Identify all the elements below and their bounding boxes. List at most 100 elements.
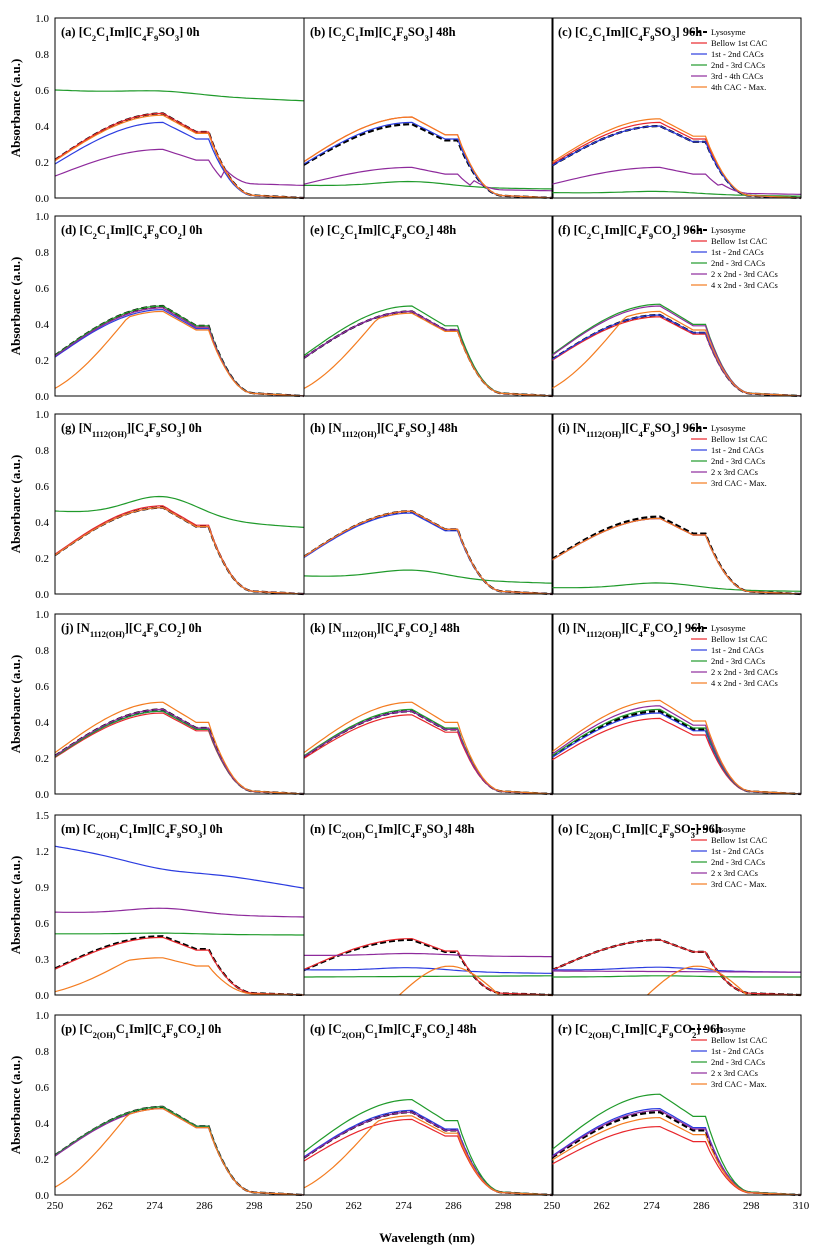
series-line	[551, 1111, 802, 1197]
y-axis-label: Absorbance (a.u.)	[8, 856, 23, 955]
legend-label: 2nd - 3rd CACs	[711, 1057, 765, 1067]
series-line	[55, 932, 304, 936]
x-tick-label: 250	[544, 1200, 561, 1212]
panel-title: (f) [C2C1Im][C4F9CO2] 96h	[558, 223, 703, 241]
y-tick-label: 0.4	[35, 517, 49, 529]
series-line	[551, 118, 802, 199]
y-tick-label: 0.0	[35, 391, 49, 403]
series-line	[551, 1116, 802, 1196]
plot-frame	[551, 814, 802, 996]
legend-label: 2nd - 3rd CACs	[711, 60, 765, 70]
x-tick-label: 286	[445, 1200, 462, 1212]
series-line	[303, 569, 554, 584]
series-line	[304, 952, 553, 958]
panel-title: (n) [C2(OH)C1Im][C4F9SO3] 48h	[310, 822, 475, 840]
series-line	[551, 303, 802, 397]
y-tick-label: 0.0	[35, 193, 49, 205]
x-tick-label: 274	[395, 1200, 412, 1212]
series-line	[54, 506, 305, 595]
series-line	[303, 938, 554, 997]
y-tick-label: 0.3	[35, 954, 49, 966]
y-tick-label: 0.4	[35, 717, 49, 729]
series-line	[303, 1109, 554, 1196]
series-line	[304, 975, 553, 978]
legend-label: Bellow 1st CAC	[711, 1035, 768, 1045]
legend-label: 2nd - 3rd CACs	[711, 258, 765, 268]
panel-d: (d) [C2C1Im][C4F9CO2] 0h	[54, 215, 305, 398]
legend-label: 2nd - 3rd CACs	[711, 857, 765, 867]
series-line	[54, 89, 305, 102]
series-line	[303, 1115, 554, 1196]
legend-label: Bellow 1st CAC	[711, 835, 768, 845]
series-line	[54, 495, 305, 528]
series-line	[54, 505, 305, 595]
panel-e: (e) [C2C1Im][C4F9CO2] 48h	[303, 215, 554, 398]
panel-title: (q) [C2(OH)C1Im][C4F9CO2] 48h	[310, 1022, 477, 1040]
y-tick-label: 0.6	[35, 283, 49, 295]
y-tick-label: 0.4	[35, 319, 49, 331]
series-line	[551, 699, 802, 795]
panel-title: (i) [N1112(OH)][C4F9SO3] 96h	[558, 421, 702, 439]
series-line	[54, 148, 305, 186]
series-line	[551, 305, 802, 397]
panel-title: (o) [C2(OH)C1Im][C4F9SO3] 96h	[558, 822, 722, 840]
y-tick-label: 0.6	[35, 481, 49, 493]
y-axis-label: Absorbance (a.u.)	[8, 455, 23, 554]
series-line	[551, 517, 802, 595]
legend-label: 1st - 2nd CACs	[711, 1046, 764, 1056]
series-line	[54, 845, 305, 889]
series-line	[551, 517, 802, 595]
series-line	[54, 907, 305, 918]
y-tick-label: 0.0	[35, 1190, 49, 1202]
panel-title: (g) [N1112(OH)][C4F9SO3] 0h	[61, 421, 202, 439]
series-line	[54, 1107, 305, 1196]
series-line	[54, 957, 305, 996]
series-line	[303, 166, 554, 192]
legend-label: Lysosyme	[711, 423, 746, 433]
series-line	[551, 310, 802, 397]
plot-frame	[303, 413, 554, 595]
panel-title: (j) [N1112(OH)][C4F9CO2] 0h	[61, 621, 202, 639]
plot-frame	[303, 215, 554, 397]
series-line	[551, 166, 802, 195]
panel-o: (o) [C2(OH)C1Im][C4F9SO3] 96hLysosymeBel…	[551, 814, 802, 997]
y-tick-label: 0.0	[35, 789, 49, 801]
y-tick-label: 1.0	[35, 211, 49, 223]
legend-label: 3rd CAC - Max.	[711, 478, 767, 488]
y-tick-label: 0.8	[35, 1046, 49, 1058]
plot-frame	[54, 1014, 305, 1196]
legend-label: 2 x 2nd - 3rd CACs	[711, 667, 778, 677]
y-axis-label: Absorbance (a.u.)	[8, 257, 23, 356]
panel-p: (p) [C2(OH)C1Im][C4F9CO2] 0h	[54, 1014, 305, 1197]
legend-label: 2nd - 3rd CACs	[711, 656, 765, 666]
series-line	[551, 1125, 802, 1196]
series-line	[303, 312, 554, 397]
panel-title: (k) [N1112(OH)][C4F9CO2] 48h	[310, 621, 460, 639]
y-tick-label: 0.2	[35, 553, 49, 565]
y-tick-label: 0.6	[35, 918, 49, 930]
legend-label: Bellow 1st CAC	[711, 434, 768, 444]
series-line	[303, 116, 554, 199]
series-line	[54, 114, 305, 199]
series-line	[54, 506, 305, 596]
series-line	[551, 582, 802, 592]
x-axis-label: Wavelength (nm)	[379, 1230, 475, 1245]
series-line	[303, 708, 554, 795]
x-tick-label: 274	[643, 1200, 660, 1212]
series-line	[551, 314, 802, 397]
y-tick-label: 0.8	[35, 445, 49, 457]
plot-layer: 0.0 0.2 0.4 0.6 0.8 1.0 Absorbance (a.u.) (a) […	[8, 13, 810, 1212]
y-tick-label: 1.0	[35, 609, 49, 621]
panel-title: (h) [N1112(OH)][C4F9SO3] 48h	[310, 421, 458, 439]
series-line	[303, 121, 554, 199]
panel-c: (c) [C2C1Im][C4F9SO3] 96h LysosymeBellow …	[551, 17, 802, 200]
plot-frame	[303, 814, 554, 996]
series-line	[551, 313, 802, 398]
y-tick-label: 0.2	[35, 355, 49, 367]
legend-label: 2 x 3rd CACs	[711, 868, 758, 878]
panel-k: (k) [N1112(OH)][C4F9CO2] 48h	[303, 613, 554, 796]
legend-label: Bellow 1st CAC	[711, 634, 768, 644]
panel-j: (j) [N1112(OH)][C4F9CO2] 0h	[54, 613, 305, 796]
series-line	[303, 1118, 554, 1196]
plot-frame	[54, 17, 305, 199]
